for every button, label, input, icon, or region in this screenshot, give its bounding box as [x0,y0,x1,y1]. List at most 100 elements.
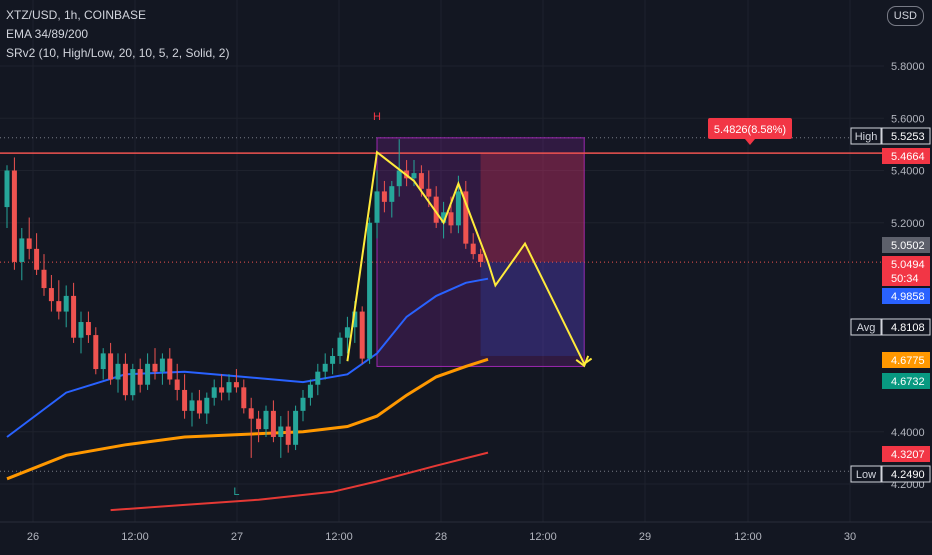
candle[interactable] [470,243,476,255]
candle[interactable] [270,410,276,437]
price-label-box [882,148,930,164]
candle[interactable] [389,186,395,202]
time-axis-tick-label: 12:00 [529,531,557,543]
candle[interactable] [367,222,373,359]
candle[interactable] [352,311,358,328]
low-marker: L [233,486,239,498]
candle[interactable] [433,196,439,223]
price-label-name: High [855,131,878,143]
candle[interactable] [241,387,247,409]
candle[interactable] [152,363,158,372]
symbol-title[interactable]: XTZ/USD, 1h, COINBASE [6,8,147,22]
price-label-tag [850,318,882,336]
price-label-box [881,127,931,145]
candle[interactable] [396,170,402,187]
candle[interactable] [278,426,284,437]
candle[interactable] [307,384,313,398]
candle[interactable] [478,254,484,262]
price-label-box [882,352,930,368]
candle[interactable] [448,212,454,226]
currency-label: USD [893,10,917,22]
candle[interactable] [285,426,291,445]
price-label-box [882,237,930,253]
candle[interactable] [455,191,461,226]
price-label-tag [850,127,882,145]
price-axis-tick-label: 5.8000 [891,61,925,73]
candle[interactable] [293,410,299,445]
candle[interactable] [233,382,239,388]
time-axis-tick-label: 28 [435,531,447,543]
srv2-indicator-label[interactable]: SRv2 (10, High/Low, 20, 10, 5, 2, Solid,… [6,46,230,60]
price-axis-tick-label: 4.4000 [891,427,925,439]
candle[interactable] [26,238,32,249]
candle[interactable] [204,397,210,414]
price-label-box [881,465,931,483]
candle[interactable] [463,191,469,244]
price-label-value: 4.8108 [891,322,925,334]
price-label-countdown: 50:34 [891,273,919,285]
candle[interactable] [115,363,121,380]
candle[interactable] [330,355,336,364]
candle[interactable] [374,191,380,223]
time-axis-tick-label: 12:00 [121,531,149,543]
price-label-tag [850,465,882,483]
candle[interactable] [256,418,262,430]
arrow-head [575,355,590,368]
candle[interactable] [381,191,387,202]
currency-button[interactable]: USD [886,6,924,26]
candle[interactable] [122,363,128,396]
candle[interactable] [182,389,188,411]
candle[interactable] [130,369,136,396]
candle[interactable] [226,382,232,393]
candle[interactable] [34,248,40,270]
candle[interactable] [85,322,91,336]
price-label-box [882,446,930,462]
candle[interactable] [145,363,151,385]
high-marker: H [373,111,381,123]
candle[interactable] [263,410,269,430]
price-label-value: 5.5253 [891,131,925,143]
candle[interactable] [315,371,321,385]
candle[interactable] [359,311,365,359]
candle[interactable] [441,212,447,223]
candle[interactable] [411,173,417,179]
price-label-box [882,256,930,286]
candle[interactable] [19,238,25,262]
stop-zone[interactable] [480,261,585,356]
candle[interactable] [71,295,77,338]
candle[interactable] [56,301,62,312]
candle[interactable] [108,353,114,380]
candle[interactable] [167,358,173,380]
candle[interactable] [189,400,195,411]
candle[interactable] [196,400,202,414]
candle[interactable] [300,397,306,411]
ema-89-line [6,357,489,481]
candle[interactable] [78,322,84,338]
candle[interactable] [63,295,69,312]
candle[interactable] [219,387,225,393]
price-axis-tick-label: 5.4000 [891,166,925,178]
candle[interactable] [248,408,254,419]
pattern-projection-line[interactable] [346,150,593,366]
candle[interactable] [322,363,328,372]
candle[interactable] [344,327,350,338]
time-axis-tick-label: 29 [639,531,651,543]
candle[interactable] [100,353,106,370]
candle[interactable] [418,173,424,189]
candle[interactable] [426,188,432,197]
candle[interactable] [159,358,165,372]
ema-indicator-label[interactable]: EMA 34/89/200 [6,27,89,41]
candle[interactable] [41,269,47,289]
candle[interactable] [93,335,99,370]
candle[interactable] [4,170,10,208]
target-zone[interactable] [480,153,585,262]
candle[interactable] [11,170,17,262]
ema-200-line [110,451,489,512]
candle[interactable] [337,337,343,356]
candle[interactable] [137,369,143,385]
candle[interactable] [48,288,54,302]
candle[interactable] [211,387,217,398]
candle[interactable] [174,379,180,390]
